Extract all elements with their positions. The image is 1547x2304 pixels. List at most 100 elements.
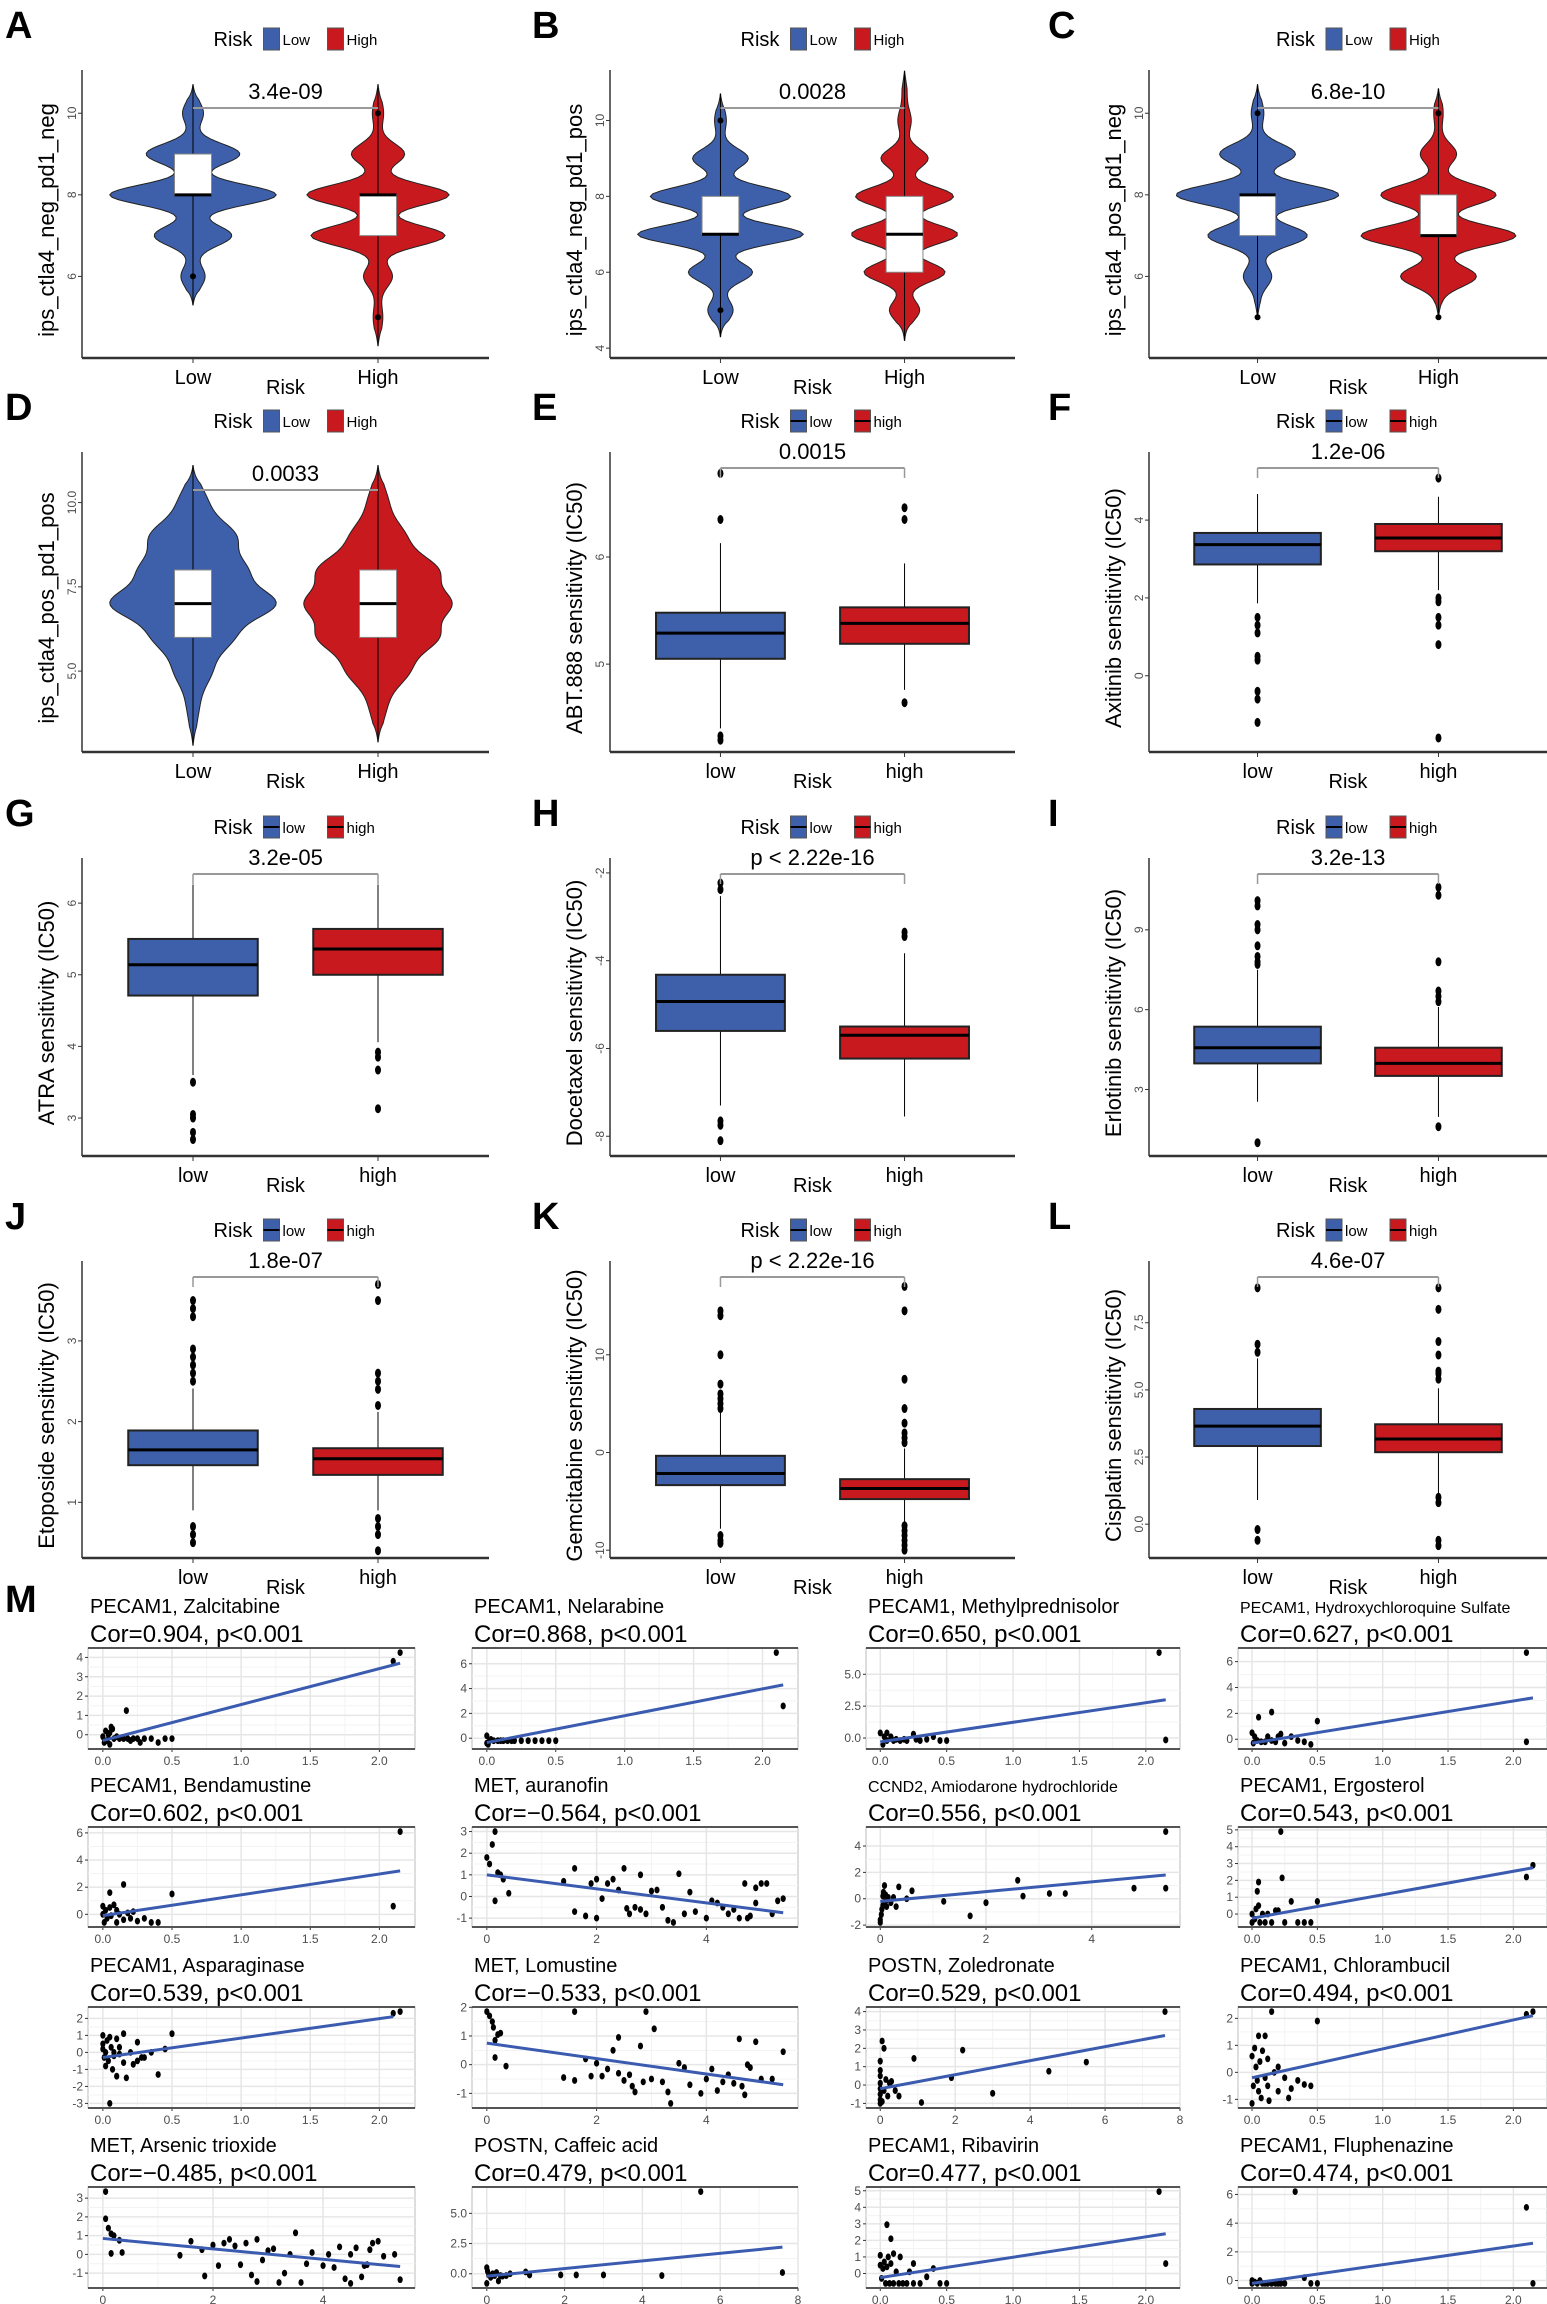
- y-axis-title: Erlotinib sensitivity (IC50): [1101, 889, 1126, 1137]
- x-tick-label: 0.5: [938, 1754, 955, 1768]
- data-point: [1282, 2074, 1288, 2082]
- plot-subtitle: Cor=0.556, p<0.001: [868, 1800, 1082, 1827]
- scatter-plot: -1 0 1 2 0.0 0.5 1.0 1.5 2.0 PECAM1, Chlorambucil…: [1222, 1955, 1547, 2127]
- y-tick-label: 0: [460, 1889, 467, 1903]
- data-point: [248, 2271, 255, 2279]
- y-tick-label: 3: [460, 1825, 467, 1839]
- data-point: [621, 1864, 627, 1872]
- outlier-point: [1435, 1122, 1442, 1132]
- data-point: [615, 2034, 622, 2041]
- y-tick-label: 6: [460, 1657, 467, 1671]
- data-point: [1255, 1713, 1262, 1721]
- plot-subtitle: Cor=0.494, p<0.001: [1240, 1980, 1454, 2007]
- plot-panel: [1237, 1647, 1547, 1750]
- outlier-point: [1254, 1283, 1261, 1293]
- data-point: [105, 2224, 111, 2232]
- legend: Risk Low High: [1276, 27, 1440, 51]
- outlier-point: [190, 1376, 196, 1386]
- p-value-label: 0.0028: [779, 79, 846, 104]
- data-point: [484, 1732, 490, 1740]
- data-point: [944, 1737, 950, 1744]
- data-point: [742, 1880, 748, 1887]
- data-point: [121, 1916, 127, 1924]
- y-tick-label: 5: [65, 971, 79, 978]
- data-point: [890, 2250, 897, 2258]
- outlier-point: [375, 1400, 381, 1410]
- y-tick-label: -1: [456, 1911, 467, 1925]
- legend: Risk Low High: [741, 27, 904, 51]
- data-point: [103, 2062, 109, 2070]
- scatter-plot: 0 2 4 6 0.0 0.5 1.0 1.5 2.0 PECAM1, Bendamustine C…: [76, 1775, 416, 1946]
- x-tick-label: 2.0: [754, 1754, 771, 1768]
- data-point: [640, 2078, 646, 2086]
- data-point: [347, 2250, 354, 2258]
- data-point: [775, 1897, 781, 1905]
- scatter-plot: -3 -2 -1 0 1 2 0.0 0.5 1.0 1.5 2.0 PECAM1, Asparagi…: [72, 1955, 416, 2127]
- outlier-point: [1254, 1347, 1261, 1357]
- outlier-point: [1254, 620, 1261, 630]
- y-tick-label: 2: [1226, 2245, 1233, 2259]
- x-tick-label: 2.0: [1137, 2293, 1154, 2304]
- data-point: [107, 1904, 113, 1911]
- data-point: [1020, 1892, 1026, 1900]
- box: [1374, 1046, 1503, 1077]
- x-tick-label: 0.5: [1309, 2113, 1326, 2127]
- y-axis-title: Cisplatin sensitivity (IC50): [1101, 1289, 1126, 1542]
- plot-title: CCND2, Amiodarone hydrochloride: [868, 1779, 1118, 1796]
- legend-label-low: Low: [1345, 32, 1373, 49]
- legend-label-low: low: [810, 414, 833, 431]
- data-point: [643, 2008, 649, 2015]
- x-tick-label: high: [1420, 1165, 1458, 1187]
- y-tick-label: -1: [850, 2096, 861, 2110]
- outlier-point: [1435, 597, 1442, 607]
- y-tick-label: 6: [76, 1826, 83, 1840]
- data-point: [232, 2242, 238, 2250]
- data-point: [924, 1735, 930, 1743]
- legend-label-high: High: [1409, 32, 1440, 49]
- x-tick-label: low: [1243, 1165, 1274, 1187]
- outlier-point: [190, 1113, 196, 1123]
- regression-line: [879, 2033, 1166, 2091]
- y-tick-label: 0.0: [1132, 1516, 1146, 1533]
- data-point: [888, 2235, 894, 2243]
- x-tick-label: High: [357, 761, 398, 783]
- data-point: [1250, 2082, 1256, 2090]
- outlier-point: [1435, 1350, 1442, 1360]
- outlier-point: [1435, 882, 1442, 892]
- x-tick-label: high: [1420, 1567, 1458, 1589]
- x-tick-label: 0: [483, 2113, 490, 2127]
- legend: Risk low high: [214, 1218, 375, 1242]
- outlier-point: [1435, 314, 1442, 321]
- data-point: [621, 2077, 627, 2084]
- data-point: [648, 1887, 655, 1895]
- data-point: [593, 1875, 600, 1883]
- plot-subtitle: Cor=0.479, p<0.001: [474, 2160, 688, 2187]
- data-point: [390, 1902, 396, 1910]
- data-point: [1255, 2087, 1262, 2095]
- data-point: [492, 1897, 498, 1905]
- legend-label-low: low: [1345, 820, 1368, 837]
- data-point: [1278, 1828, 1284, 1835]
- data-point: [1015, 1876, 1021, 1884]
- legend-label-high: high: [347, 820, 375, 837]
- data-point: [107, 2033, 113, 2041]
- regression-line: [102, 2236, 401, 2269]
- outlier-point: [717, 1389, 724, 1399]
- x-tick-label: low: [178, 1567, 209, 1589]
- data-point: [100, 1733, 106, 1741]
- data-point: [659, 2078, 666, 2086]
- y-tick-label: 1: [76, 2028, 83, 2042]
- outlier-point: [1435, 620, 1442, 630]
- data-point: [1163, 1828, 1169, 1835]
- x-tick-label: 4: [703, 1932, 710, 1946]
- outlier-point: [1254, 1535, 1261, 1545]
- data-point: [1258, 2094, 1264, 2102]
- data-point: [105, 1731, 111, 1739]
- data-point: [1275, 2063, 1281, 2071]
- y-axis-title: ips_ctla4_pos_pd1_pos: [34, 492, 59, 723]
- data-point: [573, 2271, 579, 2279]
- y-tick-label: 10: [593, 1348, 607, 1362]
- data-point: [1314, 1898, 1320, 1905]
- y-tick-label: 4: [460, 1682, 467, 1696]
- x-axis-title: Risk: [266, 771, 306, 793]
